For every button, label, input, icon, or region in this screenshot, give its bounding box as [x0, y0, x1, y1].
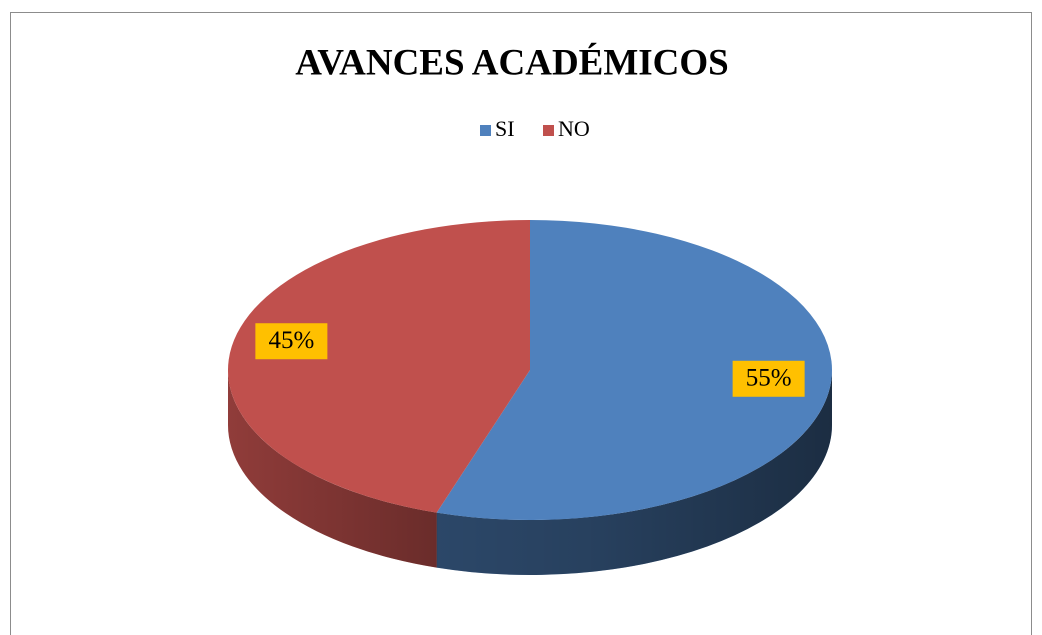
pie-slice — [436, 220, 833, 520]
legend-swatch — [480, 125, 491, 136]
data-label-box — [732, 360, 805, 397]
chart-frame — [10, 12, 1032, 635]
data-label-group: 55% — [732, 360, 805, 397]
chart-title: AVANCES ACADÉMICOS — [295, 41, 729, 83]
data-label: 55% — [746, 365, 792, 392]
data-label: 45% — [268, 327, 314, 354]
data-label-box — [255, 323, 328, 360]
legend-label: NO — [558, 116, 590, 141]
pie-side-shade — [436, 370, 832, 575]
pie-slice — [228, 220, 530, 513]
legend-swatch — [543, 125, 554, 136]
pie-side-shade — [228, 370, 437, 568]
data-label-group: 45% — [255, 323, 328, 360]
legend-label: SI — [495, 116, 515, 141]
